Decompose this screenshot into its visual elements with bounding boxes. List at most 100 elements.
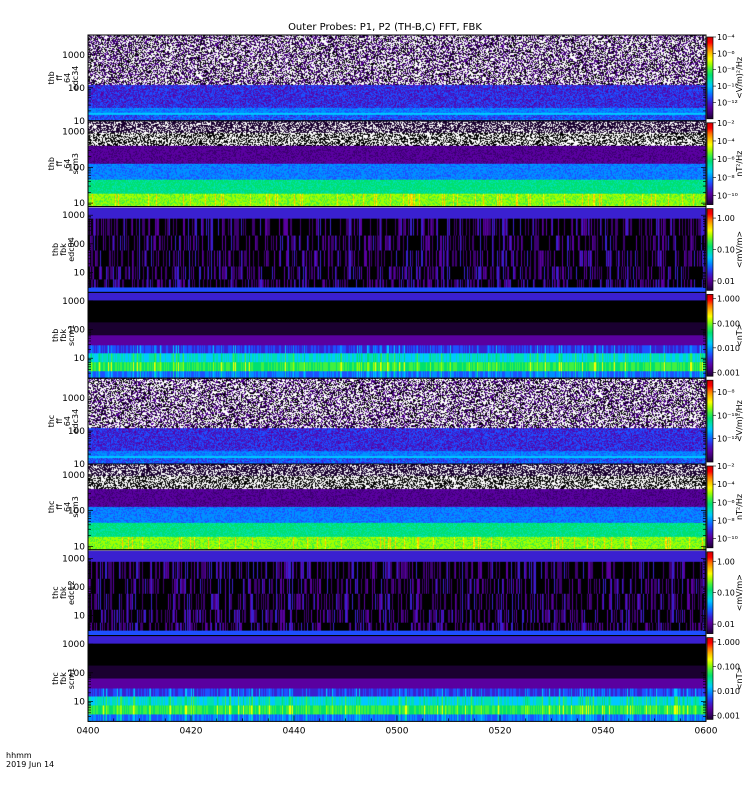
colorbar-tick-label: 10⁻¹² bbox=[717, 435, 738, 444]
panel-label: edc34 bbox=[67, 237, 76, 262]
colorbar-tick-label: 1.000 bbox=[717, 295, 740, 304]
y-tick-label: 100 bbox=[68, 507, 85, 517]
y-tick-label: 1000 bbox=[62, 554, 85, 564]
y-tick-label: 10 bbox=[74, 268, 86, 278]
colorbar-tick-label: 10⁻⁸ bbox=[717, 388, 735, 397]
y-tick-label: 100 bbox=[68, 84, 85, 94]
date-label: 2019 Jun 14 bbox=[6, 760, 54, 769]
time-axis-unit-label: hhmm bbox=[6, 751, 32, 760]
y-tick-label: 100 bbox=[68, 583, 85, 593]
panel-label: thc bbox=[47, 501, 56, 514]
x-tick-label: 0400 bbox=[77, 726, 100, 736]
colorbar-label: nT²/Hz bbox=[735, 151, 744, 177]
heatmap-thb_ff_64_scm3 bbox=[88, 120, 706, 207]
y-tick-label: 1000 bbox=[62, 128, 85, 138]
panel-thc_ff_64_scm3: 10 100 1000 thc ff 64 scm3 10⁻² 10⁻⁴ 10⁻⁶ 10⁻⁸ 10⁻¹… bbox=[47, 462, 744, 552]
colorbar-tick-label: 10⁻⁸ bbox=[717, 517, 735, 526]
panel-thc_ff_64_edc34: 10 100 1000 thc ff 64 edc34 10⁻⁸ 10⁻¹⁰ 10⁻¹²<V/m)… bbox=[47, 377, 744, 470]
colorbar-label: <V/m)²/Hz bbox=[735, 57, 744, 99]
x-tick-label: 0520 bbox=[489, 726, 512, 736]
colorbar-label: <mV/m> bbox=[735, 231, 744, 268]
colorbar bbox=[706, 294, 714, 377]
panel-label: thb bbox=[51, 243, 60, 256]
colorbar-tick-label: 0.001 bbox=[717, 712, 740, 721]
panel-label: scm3 bbox=[71, 496, 80, 517]
x-tick-label: 0440 bbox=[283, 726, 306, 736]
colorbar-label: <V/m)²/Hz bbox=[735, 400, 744, 442]
heatmap-thc_fbk_edc12 bbox=[88, 549, 706, 636]
y-tick-label: 10 bbox=[74, 612, 86, 622]
panel-label: edc34 bbox=[71, 66, 80, 91]
colorbar-tick-label: 10⁻² bbox=[717, 462, 735, 471]
y-tick-label: 1000 bbox=[62, 297, 85, 307]
y-tick-label: 100 bbox=[68, 326, 85, 336]
panel-label: thb bbox=[47, 71, 56, 84]
y-tick-label: 10 bbox=[74, 697, 86, 707]
colorbar bbox=[706, 208, 714, 291]
y-tick-label: 100 bbox=[68, 427, 85, 437]
colorbar-tick-label: 10⁻¹⁰ bbox=[717, 82, 738, 91]
y-tick-label: 10 bbox=[74, 542, 86, 552]
panel-label: scm3 bbox=[71, 153, 80, 174]
x-tick-label: 0500 bbox=[386, 726, 409, 736]
colorbar-tick-label: 10⁻⁸ bbox=[717, 173, 735, 182]
colorbar-tick-label: 10⁻⁴ bbox=[717, 480, 735, 489]
colorbar bbox=[706, 36, 714, 120]
panel-thb_ff_64_edc34: 10 100 1000 thb ff 64 edc34 10⁻⁴ 10⁻⁶ 10⁻⁸ 10⁻¹⁰ 10… bbox=[47, 33, 744, 127]
panel-thb_ff_64_scm3: 10 100 1000 thb ff 64 scm3 10⁻² 10⁻⁴ 10⁻⁶ 10⁻⁸ 10⁻¹… bbox=[47, 119, 744, 209]
colorbar bbox=[706, 379, 714, 463]
colorbar-tick-label: 0.10 bbox=[717, 589, 735, 598]
y-tick-label: 1000 bbox=[62, 394, 85, 404]
colorbar-tick-label: 10⁻⁶ bbox=[717, 498, 735, 507]
colorbar-tick-label: 10⁻⁴ bbox=[717, 137, 735, 146]
colorbar-label: <nT> bbox=[735, 667, 744, 690]
panel-label: ff bbox=[55, 75, 64, 81]
panel-label: thb bbox=[47, 157, 56, 170]
panel-label: fbk bbox=[59, 672, 68, 685]
panel-label: scm1 bbox=[67, 668, 76, 689]
panel-label: 64 bbox=[63, 159, 72, 169]
panel-thc_fbk_edc12: 10 100 1000 thc fbk edc12 1.00 0.10 0.01<mV/m> bbox=[51, 549, 744, 637]
time-axis: 0400 0420 0440 0500 0520 0540 0600 bbox=[77, 715, 718, 736]
heatmap-thc_ff_64_edc34 bbox=[88, 378, 706, 464]
colorbar-tick-label: 1.00 bbox=[717, 557, 735, 566]
panel-label: thc bbox=[51, 672, 60, 685]
colorbar-label: nT²/Hz bbox=[735, 494, 744, 520]
colorbar-tick-label: 0.001 bbox=[717, 368, 740, 377]
y-tick-label: 1000 bbox=[62, 211, 85, 221]
panel-label: edc34 bbox=[71, 409, 80, 434]
y-tick-label: 1000 bbox=[62, 640, 85, 650]
panel-thc_fbk_scm1: 10 100 1000 thc fbk scm1 1.000 0.100 0.010 0.001 <… bbox=[51, 635, 744, 722]
colorbar-label: <mV/m> bbox=[735, 574, 744, 611]
colorbar-tick-label: 0.100 bbox=[717, 319, 740, 328]
x-tick-label: 0540 bbox=[592, 726, 615, 736]
panel-label: scm1 bbox=[67, 325, 76, 346]
x-tick-label: 0600 bbox=[695, 726, 718, 736]
colorbar-tick-label: 0.01 bbox=[717, 277, 735, 286]
colorbar-tick-label: 0.01 bbox=[717, 620, 735, 629]
colorbar-tick-label: 10⁻¹⁰ bbox=[717, 411, 738, 420]
panel-label: thc bbox=[47, 415, 56, 428]
colorbar bbox=[706, 465, 714, 549]
y-tick-label: 1000 bbox=[62, 51, 85, 61]
x-tick-label: 0420 bbox=[180, 726, 203, 736]
heatmap-thb_fbk_edc34 bbox=[88, 206, 706, 293]
colorbar bbox=[706, 551, 714, 634]
colorbar-tick-label: 10⁻¹² bbox=[717, 98, 738, 107]
heatmap-thc_fbk_scm1 bbox=[88, 635, 706, 722]
colorbar-tick-label: 1.00 bbox=[717, 214, 735, 223]
colorbar-tick-label: 10⁻⁴ bbox=[717, 33, 735, 42]
colorbar-tick-label: 0.010 bbox=[717, 344, 740, 353]
y-tick-label: 10 bbox=[74, 117, 86, 127]
panel-label: edc12 bbox=[67, 580, 76, 605]
panel-label: ff bbox=[55, 160, 64, 166]
y-tick-label: 100 bbox=[68, 669, 85, 679]
panel-label: fbk bbox=[59, 243, 68, 256]
panel-thb_fbk_edc34: 10 100 1000 thb fbk edc34 1.00 0.10 0.01<mV/m> bbox=[51, 206, 744, 293]
panel-label: thc bbox=[51, 586, 60, 599]
colorbar bbox=[706, 637, 714, 720]
colorbar-tick-label: 0.10 bbox=[717, 246, 735, 255]
panel-label: fbk bbox=[59, 586, 68, 599]
